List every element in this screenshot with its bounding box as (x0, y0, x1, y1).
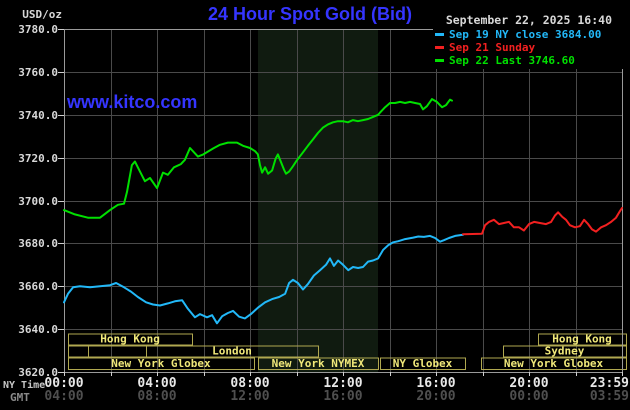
session-box (379, 357, 467, 370)
session-box (67, 357, 255, 370)
session-box (87, 345, 148, 358)
y-axis-label: 3700.0 (18, 194, 58, 208)
session-box (257, 357, 380, 370)
session-label: New York Globex (504, 357, 604, 370)
x-axis-label-ny: 08:00 (230, 376, 270, 391)
nymex-session-band (257, 29, 379, 372)
legend: Sep 19 NY close 3684.00 Sep 21 Sunday Se… (433, 27, 628, 69)
x-axis-label-gmt: 20:00 (416, 389, 456, 404)
session-box (67, 345, 89, 358)
session-label: NY Globex (393, 357, 453, 370)
series-line-sep19 (63, 233, 464, 325)
y-axis-label: 3680.0 (18, 237, 58, 251)
x-axis-label-ny: 16:00 (416, 376, 456, 391)
legend-dash-icon (435, 58, 444, 62)
session-label: Sydney (545, 345, 585, 358)
session-label: Hong Kong (552, 333, 612, 346)
x-axis-label-ny: 23:59 (589, 376, 629, 391)
y-axis-label: 3760.0 (18, 65, 58, 79)
x-axis-label-ny: 12:00 (323, 376, 363, 391)
x-axis-label-gmt: 12:00 (230, 389, 270, 404)
session-box (67, 333, 194, 346)
y-axis-label: 3720.0 (18, 151, 58, 165)
axis-caption-ny: NY Time (3, 380, 46, 391)
session-label: London (212, 345, 252, 358)
y-axis-label: 3660.0 (18, 280, 58, 294)
axis-caption-gmt: GMT (10, 391, 30, 404)
session-box (502, 345, 627, 358)
session-box (481, 357, 627, 370)
y-axis-label: 3780.0 (18, 23, 58, 36)
session-label: New York NYMEX (272, 357, 365, 370)
x-axis-label-ny: 04:00 (137, 376, 177, 391)
x-axis-label-gmt: 03:59 (589, 389, 629, 404)
unit-label: USD/oz (22, 8, 62, 21)
x-axis-label-gmt: 16:00 (323, 389, 363, 404)
x-axis-label-ny: 20:00 (509, 376, 549, 391)
series-line-sep22 (63, 98, 453, 219)
legend-dash-icon (435, 45, 444, 49)
session-box (146, 345, 319, 358)
legend-label: Sep 21 Sunday (449, 41, 536, 54)
session-box (538, 333, 627, 346)
y-axis-label: 3740.0 (18, 108, 58, 122)
page-title: 24 Hour Spot Gold (Bid) (208, 4, 412, 24)
session-label: New York Globex (111, 357, 211, 370)
y-axis-label: 3620.0 (18, 366, 58, 379)
y-axis-label: 3640.0 (18, 323, 58, 337)
datetime: September 22, 2025 16:40 (445, 13, 612, 27)
legend-label: Sep 22 Last 3746.60 (449, 54, 575, 67)
legend-row: Sep 19 NY close 3684.00 (435, 28, 628, 41)
legend-label: Sep 19 NY close 3684.00 (449, 28, 602, 41)
x-axis-label-gmt: 08:00 (137, 389, 177, 404)
legend-dash-icon (435, 32, 444, 36)
legend-row: Sep 22 Last 3746.60 (435, 54, 628, 67)
series-line-sep21 (462, 207, 623, 236)
x-axis-label-gmt: 00:00 (509, 389, 549, 404)
x-axis-label-gmt: 04:00 (44, 389, 84, 404)
kitco-watermark: www.kitco.com (67, 92, 198, 112)
x-axis-label-ny: 00:00 (44, 376, 84, 391)
session-label: Hong Kong (100, 333, 160, 346)
legend-row: Sep 21 Sunday (435, 41, 628, 54)
